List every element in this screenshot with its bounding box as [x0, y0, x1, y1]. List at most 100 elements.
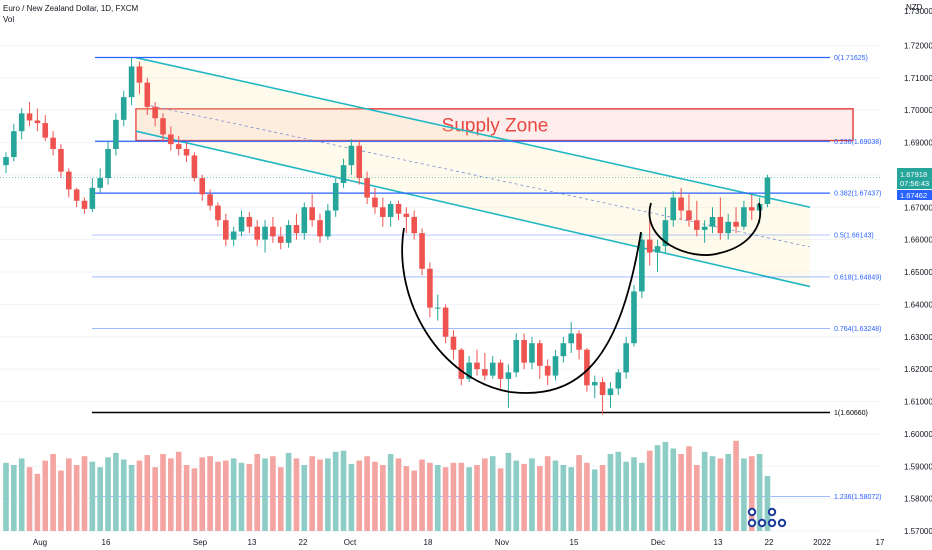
candle-body: [113, 119, 119, 149]
volume-bar: [50, 454, 56, 531]
volume-bar: [631, 457, 637, 531]
volume-bar: [623, 461, 629, 531]
y-tick-label: 1.60000: [904, 430, 932, 439]
volume-bar: [756, 454, 763, 531]
volume-bar: [183, 465, 190, 531]
x-tick-label: Sep: [193, 538, 208, 547]
candle-body: [207, 194, 213, 206]
candle-body: [301, 207, 308, 234]
volume-bar: [223, 460, 229, 531]
volume-bar: [387, 454, 394, 531]
candle-body: [631, 291, 637, 344]
candle-body: [419, 233, 425, 269]
y-tick-label: 1.72000: [904, 41, 932, 50]
fib-label: 0.382(1.67437): [834, 191, 881, 198]
candles: [3, 57, 771, 415]
volume-bar: [301, 465, 308, 531]
y-tick-label: 1.69000: [904, 139, 932, 148]
volume-label: Vol: [3, 15, 15, 24]
volume-bar: [199, 457, 206, 531]
volume-bar: [270, 456, 276, 531]
volume-bar: [105, 457, 111, 531]
volume-bar: [411, 470, 417, 531]
candle-body: [262, 226, 268, 240]
candle-body: [560, 343, 567, 357]
volume-bar: [489, 456, 496, 531]
volume-bar: [73, 465, 80, 531]
volume-bar: [544, 456, 551, 531]
x-tick-label: 22: [765, 538, 774, 547]
volume-bar: [615, 451, 622, 531]
volume-bar: [552, 460, 559, 531]
fib-label: 0.236(1.69038): [834, 139, 881, 146]
candle-body: [411, 216, 417, 234]
volume-bar: [356, 460, 363, 531]
volume-bar: [254, 454, 260, 531]
handle-curve: [648, 202, 762, 256]
volume-bar: [529, 458, 535, 531]
volume-bar: [678, 454, 684, 531]
candle-body: [183, 148, 190, 156]
y-tick-label: 1.70000: [904, 106, 932, 115]
volume-bar: [717, 458, 724, 531]
volume-bar: [325, 458, 331, 531]
volume-bar: [293, 458, 300, 531]
volume-bar: [309, 456, 315, 531]
candle-body: [223, 220, 229, 240]
channel-lower-line: [135, 130, 811, 288]
y-tick-label: 1.62000: [904, 365, 932, 374]
emoji-icon-inner: [759, 520, 765, 526]
x-tick-label: Nov: [495, 538, 509, 547]
candle-body: [521, 339, 527, 363]
candle-body: [427, 268, 433, 308]
volume-bar: [120, 459, 127, 531]
candle-body: [380, 207, 386, 217]
candle-body: [58, 148, 64, 172]
candle-body: [552, 356, 559, 376]
volume-bar: [458, 462, 465, 531]
fib-label: 1.236(1.58072): [834, 494, 881, 501]
candle-body: [97, 178, 103, 188]
y-tick-label: 1.71000: [904, 74, 932, 83]
candle-body: [73, 189, 80, 201]
volume-bar: [160, 454, 166, 531]
x-tick-label: Oct: [344, 538, 357, 547]
x-tick-label: 13: [248, 538, 257, 547]
volume-bar: [81, 456, 88, 531]
volume-bar: [3, 462, 9, 531]
candle-body: [646, 239, 653, 253]
candle-body: [513, 339, 520, 373]
x-tick-label: 18: [424, 538, 433, 547]
chart-header: Euro / New Zealand Dollar, 1D, FXCM Vol: [3, 3, 138, 25]
candle-body: [3, 157, 9, 166]
volume-bar: [262, 458, 268, 531]
volume-bar: [58, 470, 64, 531]
volume-bar: [694, 465, 700, 531]
volume-bar: [403, 466, 410, 531]
candle-body: [701, 226, 708, 230]
volume-bar: [607, 454, 614, 531]
price-axis: 1.720001.710001.700001.690001.680001.670…: [904, 3, 932, 536]
candle-body: [81, 200, 88, 209]
volume-bar: [11, 465, 17, 531]
candle-body: [175, 144, 182, 149]
candle-body: [66, 171, 72, 190]
volume-bar: [733, 440, 739, 531]
candle-body: [474, 362, 480, 370]
candle-body: [694, 220, 700, 230]
candle-body: [434, 307, 441, 309]
candle-body: [497, 362, 504, 379]
currency-label: NZD: [906, 3, 923, 12]
candle-body: [450, 336, 457, 350]
volume-bar: [599, 465, 606, 531]
candle-body: [639, 239, 645, 292]
volume-bar: [168, 458, 174, 531]
volume-bar: [521, 463, 527, 531]
y-tick-label-clipped: 1.73000: [904, 7, 932, 16]
volume-bar: [654, 445, 661, 531]
candle-body: [741, 207, 747, 227]
x-tick-label: 15: [570, 538, 579, 547]
candle-body: [764, 177, 771, 205]
supply-zone: Supply Zone: [135, 108, 854, 142]
